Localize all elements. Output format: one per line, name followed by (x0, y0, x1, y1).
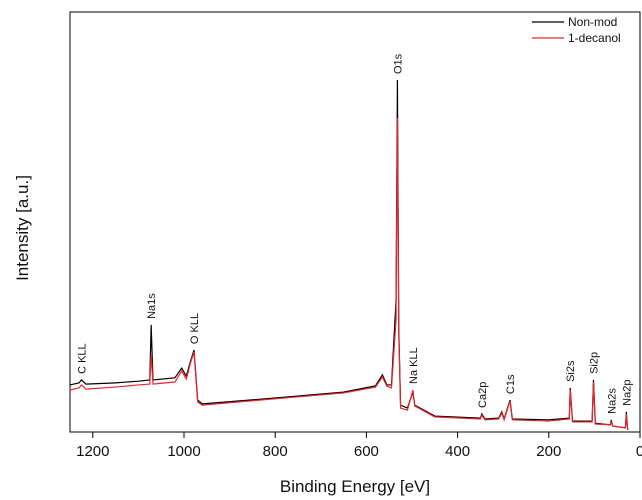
x-tick-label: 400 (445, 443, 470, 460)
peak-label: Na1s (146, 293, 158, 319)
peak-label: O KLL (189, 313, 201, 344)
peak-label: Ca2p (477, 382, 489, 408)
y-axis-label: Intensity [a.u.] (13, 175, 32, 281)
spectrum-line (69, 117, 629, 430)
peak-label: C1s (505, 374, 517, 394)
x-tick-label: 0 (636, 443, 642, 460)
peak-label: Si2s (565, 360, 577, 382)
x-tick-label: 800 (263, 443, 288, 460)
legend-label: 1-decanol (568, 31, 621, 45)
x-axis-label: Binding Energy [eV] (280, 477, 430, 496)
peak-label: Na2p (621, 380, 633, 406)
peak-label: Na KLL (408, 347, 420, 384)
peak-label: O1s (392, 53, 404, 74)
peak-label: Na2s (606, 388, 618, 414)
x-tick-label: 600 (354, 443, 379, 460)
legend-label: Non-mod (568, 15, 617, 29)
plot-frame (69, 11, 641, 433)
x-tick-label: 1200 (76, 443, 109, 460)
peak-label: Si2p (588, 352, 600, 374)
x-tick-label: 1000 (167, 443, 200, 460)
peak-label: C KLL (76, 343, 88, 374)
spectrum-line (69, 80, 629, 430)
x-tick-label: 200 (536, 443, 561, 460)
